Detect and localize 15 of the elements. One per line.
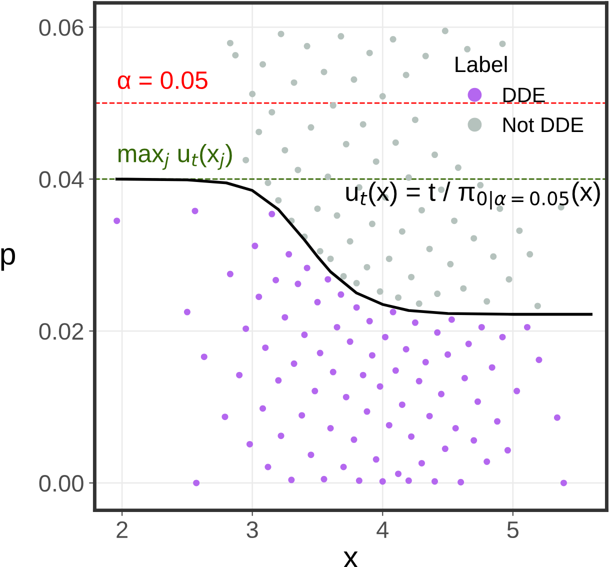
legend-label: DDE — [504, 88, 545, 102]
x-tick-label: 5 — [507, 522, 518, 538]
y-tick-label: 0.00 — [39, 475, 84, 492]
y-tick-label: 0.06 — [39, 19, 84, 36]
y-tick-label: 0.04 — [39, 171, 84, 188]
legend-label: Not DDE — [504, 118, 584, 132]
ref-line-label: α = 0.05 — [118, 71, 208, 90]
y-tick-label: 0.02 — [39, 323, 84, 340]
ref-line-label: max$_{j}$ u$_{t}$(x$_{j}$) — [118, 144, 232, 170]
x-tick-label: 4 — [376, 522, 389, 538]
x-tick-label: 3 — [246, 521, 258, 538]
x-tick-label: 2 — [116, 521, 128, 538]
legend-title: Label — [456, 56, 507, 72]
annotation: u$_{t}$(x) = t / π$_{0|α=0.05}$(x) — [346, 182, 600, 210]
y-axis-title: p — [1, 248, 15, 271]
